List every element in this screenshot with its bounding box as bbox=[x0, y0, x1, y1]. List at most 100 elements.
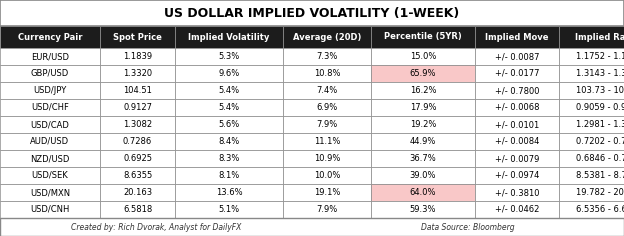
Text: +/- 0.0068: +/- 0.0068 bbox=[495, 103, 539, 112]
Bar bbox=[175, 48, 283, 65]
Bar bbox=[0, 82, 100, 99]
Text: 5.4%: 5.4% bbox=[218, 103, 240, 112]
Text: 6.5818: 6.5818 bbox=[123, 205, 152, 214]
Text: Implied Volatility: Implied Volatility bbox=[188, 33, 270, 42]
Bar bbox=[0, 167, 100, 184]
Text: 39.0%: 39.0% bbox=[410, 171, 436, 180]
Bar bbox=[175, 167, 283, 184]
Bar bbox=[559, 99, 624, 116]
Bar bbox=[175, 150, 283, 167]
Bar bbox=[0, 201, 100, 218]
Text: 10.0%: 10.0% bbox=[314, 171, 340, 180]
Text: 7.4%: 7.4% bbox=[316, 86, 338, 95]
Bar bbox=[475, 201, 559, 218]
Text: US DOLLAR IMPLIED VOLATILITY (1-WEEK): US DOLLAR IMPLIED VOLATILITY (1-WEEK) bbox=[164, 7, 460, 20]
Text: 0.7286: 0.7286 bbox=[123, 137, 152, 146]
Bar bbox=[371, 82, 475, 99]
Text: 8.6355: 8.6355 bbox=[123, 171, 152, 180]
Bar bbox=[0, 48, 100, 65]
Bar bbox=[559, 65, 624, 82]
Text: 1.1752 - 1.1926: 1.1752 - 1.1926 bbox=[576, 52, 624, 61]
Bar bbox=[559, 82, 624, 99]
Bar bbox=[475, 167, 559, 184]
Bar bbox=[371, 167, 475, 184]
Bar bbox=[283, 201, 371, 218]
Bar bbox=[371, 184, 475, 201]
Text: 8.5381 - 8.7329: 8.5381 - 8.7329 bbox=[575, 171, 624, 180]
Text: Created by: Rich Dvorak, Analyst for DailyFX: Created by: Rich Dvorak, Analyst for Dai… bbox=[71, 223, 241, 232]
Bar bbox=[371, 133, 475, 150]
Bar bbox=[371, 26, 475, 48]
Bar bbox=[100, 150, 175, 167]
Bar bbox=[283, 99, 371, 116]
Text: USD/CNH: USD/CNH bbox=[31, 205, 70, 214]
Bar bbox=[559, 167, 624, 184]
Bar bbox=[100, 26, 175, 48]
Text: 7.9%: 7.9% bbox=[316, 205, 338, 214]
Bar bbox=[475, 82, 559, 99]
Text: Currency Pair: Currency Pair bbox=[17, 33, 82, 42]
Text: USD/CAD: USD/CAD bbox=[31, 120, 69, 129]
Text: 19.1%: 19.1% bbox=[314, 188, 340, 197]
Bar bbox=[100, 184, 175, 201]
Bar bbox=[283, 116, 371, 133]
Text: +/- 0.0462: +/- 0.0462 bbox=[495, 205, 539, 214]
Bar bbox=[475, 26, 559, 48]
Text: +/- 0.0087: +/- 0.0087 bbox=[495, 52, 539, 61]
Text: 8.3%: 8.3% bbox=[218, 154, 240, 163]
Text: 19.782 - 20.544: 19.782 - 20.544 bbox=[576, 188, 624, 197]
Bar bbox=[475, 48, 559, 65]
Text: 9.6%: 9.6% bbox=[218, 69, 240, 78]
Bar bbox=[559, 26, 624, 48]
Bar bbox=[100, 82, 175, 99]
Text: USD/JPY: USD/JPY bbox=[33, 86, 67, 95]
Bar bbox=[100, 48, 175, 65]
Bar bbox=[0, 184, 100, 201]
Bar bbox=[0, 26, 100, 48]
Bar bbox=[283, 133, 371, 150]
Text: 19.2%: 19.2% bbox=[410, 120, 436, 129]
Bar bbox=[371, 116, 475, 133]
Text: AUD/USD: AUD/USD bbox=[31, 137, 69, 146]
Text: 5.1%: 5.1% bbox=[218, 205, 240, 214]
Text: 8.1%: 8.1% bbox=[218, 171, 240, 180]
Text: 64.0%: 64.0% bbox=[410, 188, 436, 197]
Bar bbox=[371, 65, 475, 82]
Text: 8.4%: 8.4% bbox=[218, 137, 240, 146]
Bar bbox=[559, 133, 624, 150]
Text: 1.3320: 1.3320 bbox=[123, 69, 152, 78]
Bar bbox=[559, 150, 624, 167]
Bar bbox=[475, 133, 559, 150]
Bar bbox=[559, 116, 624, 133]
Bar bbox=[0, 218, 624, 236]
Bar bbox=[371, 99, 475, 116]
Bar bbox=[559, 184, 624, 201]
Text: 36.7%: 36.7% bbox=[409, 154, 436, 163]
Bar bbox=[283, 184, 371, 201]
Text: USD/CHF: USD/CHF bbox=[31, 103, 69, 112]
Bar bbox=[475, 184, 559, 201]
Bar bbox=[0, 99, 100, 116]
Text: 11.1%: 11.1% bbox=[314, 137, 340, 146]
Text: 7.9%: 7.9% bbox=[316, 120, 338, 129]
Text: 5.6%: 5.6% bbox=[218, 120, 240, 129]
Text: 7.3%: 7.3% bbox=[316, 52, 338, 61]
Text: 0.7202 - 0.7370: 0.7202 - 0.7370 bbox=[576, 137, 624, 146]
Bar bbox=[475, 99, 559, 116]
Bar bbox=[475, 150, 559, 167]
Text: 44.9%: 44.9% bbox=[410, 137, 436, 146]
Text: Implied Range: Implied Range bbox=[575, 33, 624, 42]
Text: 5.3%: 5.3% bbox=[218, 52, 240, 61]
Bar bbox=[475, 116, 559, 133]
Text: NZD/USD: NZD/USD bbox=[31, 154, 70, 163]
Text: +/- 0.0974: +/- 0.0974 bbox=[495, 171, 539, 180]
Bar bbox=[175, 184, 283, 201]
Text: 0.9127: 0.9127 bbox=[123, 103, 152, 112]
Bar bbox=[175, 133, 283, 150]
Bar bbox=[100, 65, 175, 82]
Text: +/- 0.0079: +/- 0.0079 bbox=[495, 154, 539, 163]
Bar bbox=[371, 48, 475, 65]
Text: 13.6%: 13.6% bbox=[216, 188, 242, 197]
Bar bbox=[175, 116, 283, 133]
Text: 17.9%: 17.9% bbox=[410, 103, 436, 112]
